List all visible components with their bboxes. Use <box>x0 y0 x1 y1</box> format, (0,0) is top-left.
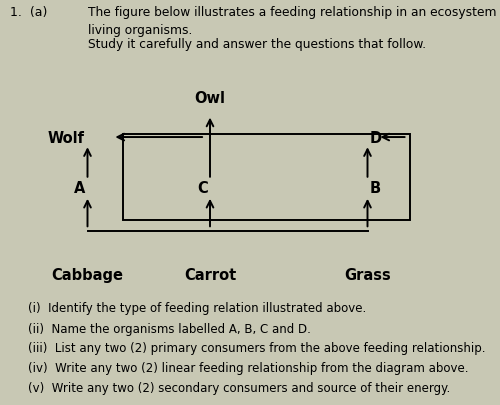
Text: Carrot: Carrot <box>184 267 236 282</box>
Text: (i)  Identify the type of feeding relation illustrated above.: (i) Identify the type of feeding relatio… <box>28 302 366 315</box>
Text: (iii)  List any two (2) primary consumers from the above feeding relationship.: (iii) List any two (2) primary consumers… <box>28 341 485 354</box>
Text: Wolf: Wolf <box>48 130 85 145</box>
Text: A: A <box>74 181 85 196</box>
Text: Grass: Grass <box>344 267 391 282</box>
Text: C: C <box>197 181 207 196</box>
Text: Owl: Owl <box>194 90 226 105</box>
Text: (iv)  Write any two (2) linear feeding relationship from the diagram above.: (iv) Write any two (2) linear feeding re… <box>28 361 468 374</box>
Text: B: B <box>370 181 381 196</box>
Text: (ii)  Name the organisms labelled A, B, C and D.: (ii) Name the organisms labelled A, B, C… <box>28 322 310 335</box>
Bar <box>122 134 410 221</box>
Text: living organisms.: living organisms. <box>88 23 192 36</box>
Text: Cabbage: Cabbage <box>52 267 124 282</box>
Text: Study it carefully and answer the questions that follow.: Study it carefully and answer the questi… <box>88 38 425 51</box>
Text: D: D <box>370 130 382 145</box>
Text: 1.  (a): 1. (a) <box>10 6 48 19</box>
Text: (v)  Write any two (2) secondary consumers and source of their energy.: (v) Write any two (2) secondary consumer… <box>28 382 450 394</box>
Text: The figure below illustrates a feeding relationship in an ecosystem among: The figure below illustrates a feeding r… <box>88 6 500 19</box>
